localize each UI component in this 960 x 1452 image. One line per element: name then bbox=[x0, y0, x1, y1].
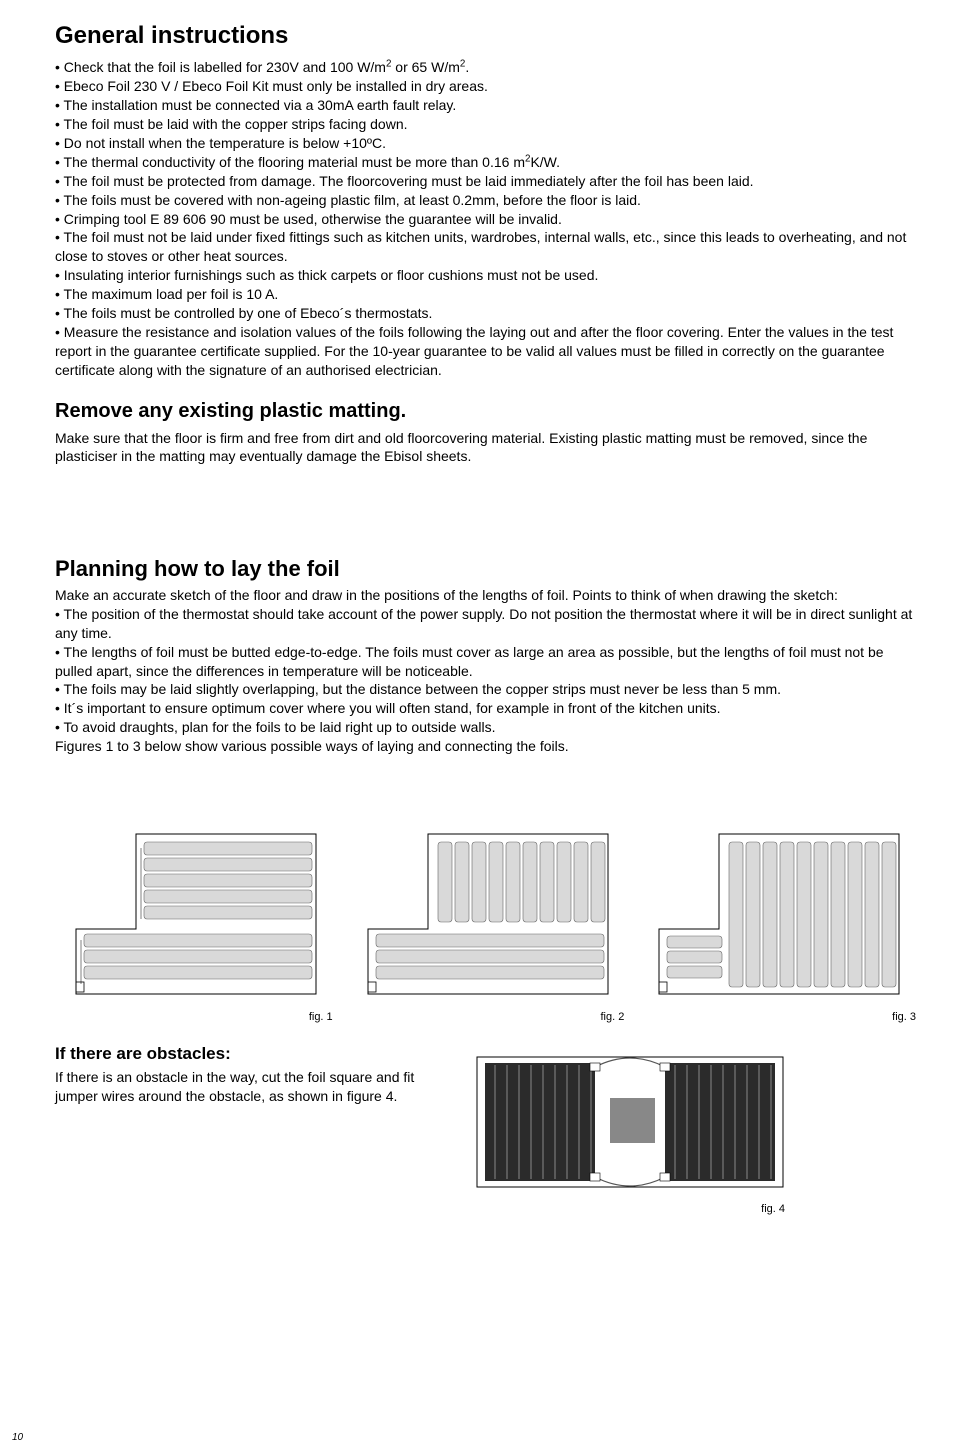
section-planning: Planning how to lay the foil Make an acc… bbox=[55, 554, 920, 756]
figure-2: fig. 2 bbox=[347, 824, 629, 1025]
fig3-label: fig. 3 bbox=[892, 1010, 920, 1025]
heading-general: General instructions bbox=[55, 20, 920, 52]
planning-body: Make an accurate sketch of the floor and… bbox=[55, 586, 920, 756]
obstacles-body: If there is an obstacle in the way, cut … bbox=[55, 1068, 455, 1106]
fig2-svg bbox=[358, 824, 618, 1004]
page-number: 10 bbox=[12, 1431, 23, 1445]
heading-remove: Remove any existing plastic matting. bbox=[55, 398, 920, 425]
fig2-label: fig. 2 bbox=[600, 1010, 628, 1025]
heading-planning: Planning how to lay the foil bbox=[55, 554, 920, 584]
section-general: General instructions • Check that the fo… bbox=[55, 20, 920, 380]
fig1-label: fig. 1 bbox=[309, 1010, 337, 1025]
fig3-svg bbox=[649, 824, 909, 1004]
figure-row: fig. 1 fig. 2 bbox=[55, 824, 920, 1025]
figure-3: fig. 3 bbox=[638, 824, 920, 1025]
remove-body: Make sure that the floor is firm and fre… bbox=[55, 429, 920, 467]
section-obstacles: If there are obstacles: If there is an o… bbox=[55, 1043, 920, 1217]
general-bullets: • Check that the foil is labelled for 23… bbox=[55, 58, 920, 379]
figure-4: fig. 4 bbox=[475, 1043, 785, 1217]
fig4-label: fig. 4 bbox=[475, 1202, 785, 1217]
fig1-svg bbox=[66, 824, 326, 1004]
heading-obstacles: If there are obstacles: bbox=[55, 1043, 455, 1066]
section-remove: Remove any existing plastic matting. Mak… bbox=[55, 398, 920, 467]
fig4-svg bbox=[475, 1043, 785, 1198]
figure-1: fig. 1 bbox=[55, 824, 337, 1025]
